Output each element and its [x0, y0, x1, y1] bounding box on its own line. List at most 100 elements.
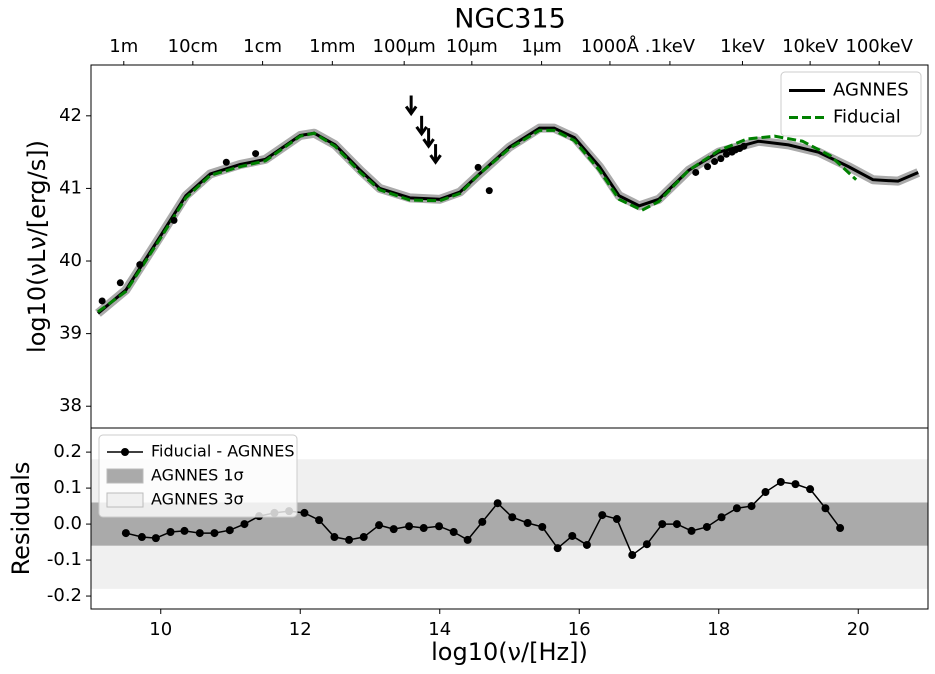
residual-point — [359, 533, 368, 542]
residual-point — [598, 511, 607, 520]
data-point — [136, 261, 144, 269]
uncertainty-band — [95, 123, 921, 317]
residual-point — [628, 551, 637, 560]
x2-tick-label: 1m — [109, 36, 138, 57]
residual-point — [642, 540, 651, 549]
data-point — [485, 187, 493, 195]
y-tick-label: 42 — [59, 105, 82, 126]
residual-point — [732, 504, 741, 513]
upper-limit-head — [415, 125, 428, 137]
legend-label: AGNNES 1σ — [151, 466, 244, 485]
upper-limit — [415, 115, 428, 137]
residual-point — [389, 525, 398, 534]
upper-limit — [429, 144, 442, 165]
upper-limit — [404, 95, 418, 117]
residual-point — [836, 524, 845, 533]
residual-point — [717, 513, 726, 522]
residual-point — [568, 531, 577, 540]
x-axis-label: log10(ν/[Hz]) — [431, 638, 588, 666]
residual-point — [330, 533, 339, 542]
legend-box — [780, 71, 922, 137]
residual-point — [240, 520, 249, 529]
residual-point — [478, 517, 487, 526]
axes-frame — [90, 427, 929, 610]
y-tick-label: 0.2 — [53, 441, 82, 462]
data-point — [474, 163, 482, 171]
residual-point — [821, 504, 830, 513]
data-point — [722, 150, 730, 158]
residual-point — [761, 488, 770, 497]
upper-limit-head — [404, 105, 418, 117]
residual-point — [449, 527, 458, 536]
residual-point — [806, 485, 815, 494]
legend-label: AGNNES — [833, 80, 909, 101]
x-tick-label: 18 — [707, 619, 730, 640]
residual-point — [672, 520, 681, 529]
x2-tick-label: .1keV — [645, 36, 696, 57]
residual-point — [375, 521, 384, 530]
x2-tick-label: 100keV — [845, 36, 913, 57]
data-point — [116, 279, 124, 287]
x-tick-label: 20 — [847, 619, 870, 640]
residual-point — [225, 526, 234, 535]
x-tick-label: 14 — [428, 619, 451, 640]
x-tick-label: 12 — [289, 619, 312, 640]
data-point — [717, 155, 725, 163]
x2-tick-label: 10keV — [782, 36, 839, 57]
residual-point — [137, 533, 146, 542]
x2-tick-label: 100μm — [373, 36, 436, 57]
upper-limit — [422, 128, 435, 149]
residual-point — [582, 540, 591, 549]
data-point — [740, 142, 748, 150]
x-tick-label: 16 — [568, 619, 591, 640]
x2-tick-label: 10μm — [446, 36, 498, 57]
y-tick-label: 0.0 — [53, 513, 82, 534]
residual-point — [612, 515, 621, 524]
data-point — [692, 168, 700, 176]
residual-point — [553, 544, 562, 553]
residual-point — [463, 535, 472, 544]
x2-tick-label: 10cm — [168, 36, 218, 57]
plot-area — [95, 95, 921, 317]
legend-box — [98, 434, 298, 518]
residual-point — [166, 527, 175, 536]
plot-area — [91, 459, 928, 589]
residual-point — [687, 526, 696, 535]
data-point — [222, 158, 230, 166]
residual-point — [702, 522, 711, 531]
legend-label: Fiducial — [833, 107, 901, 128]
series-line — [97, 126, 919, 315]
residual-point — [180, 526, 189, 535]
residual-point — [315, 516, 324, 525]
x2-tick-label: 1cm — [243, 36, 282, 57]
x2-tick-label: 1mm — [309, 36, 356, 57]
data-point — [711, 158, 719, 166]
data-point — [252, 150, 260, 158]
residual-point — [151, 534, 160, 543]
residual-point — [300, 508, 309, 517]
x2-tick-label: 1000Å — [581, 35, 640, 57]
residual-point — [508, 513, 517, 522]
upper-limit-head — [422, 138, 435, 149]
x-tick-label: 10 — [149, 619, 172, 640]
x2-tick-label: 1μm — [521, 36, 561, 57]
legend-swatch — [106, 468, 144, 484]
data-point — [98, 297, 106, 305]
y-tick-label: 40 — [59, 250, 82, 271]
y-tick-label: 38 — [59, 395, 82, 416]
residual-point — [538, 522, 547, 531]
residual-point — [405, 522, 414, 531]
y-tick-label: 39 — [59, 323, 82, 344]
legend-label: AGNNES 3σ — [151, 490, 244, 509]
y-tick-label: 41 — [59, 177, 82, 198]
residual-point — [523, 518, 532, 527]
series-line — [97, 128, 858, 314]
residual-point — [345, 535, 354, 544]
y-axis-label: log10(νLν/[erg/s]) — [23, 140, 51, 353]
y-tick-label: 0.1 — [53, 477, 82, 498]
chart-title: NGC315 — [454, 4, 566, 35]
legend-label: Fiducial - AGNNES — [151, 442, 294, 461]
x2-tick-label: 1keV — [720, 36, 765, 57]
